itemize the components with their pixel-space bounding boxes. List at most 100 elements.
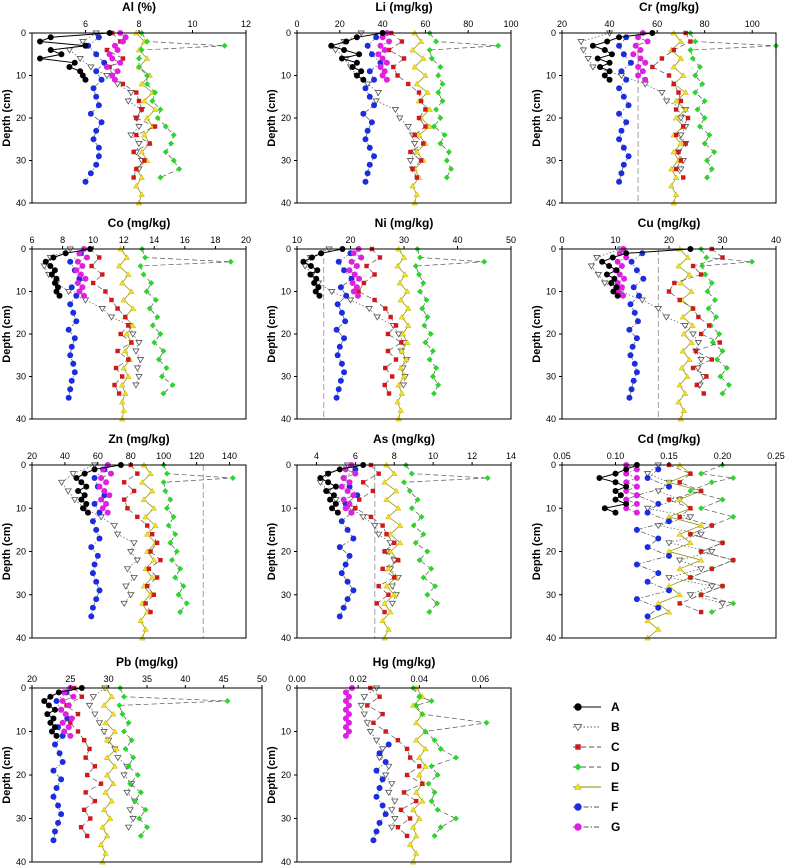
series-d <box>401 462 491 616</box>
data-point <box>399 382 408 389</box>
data-point <box>115 348 120 354</box>
data-point <box>687 539 694 546</box>
data-point <box>690 263 696 269</box>
series-c <box>666 246 725 396</box>
data-point <box>723 365 730 371</box>
data-point <box>93 526 100 533</box>
data-point <box>393 357 399 362</box>
data-point <box>137 832 144 839</box>
data-point <box>138 148 145 155</box>
data-point <box>623 466 630 473</box>
data-point <box>154 540 160 546</box>
data-point <box>386 592 391 597</box>
data-point <box>334 301 341 308</box>
data-point <box>599 258 606 265</box>
data-point <box>699 81 706 87</box>
data-point <box>91 561 98 568</box>
data-point <box>350 587 357 594</box>
data-point <box>96 587 103 594</box>
y-tick-label: 30 <box>281 590 291 600</box>
data-point <box>424 89 431 95</box>
series-g <box>338 462 359 516</box>
data-point <box>483 719 490 726</box>
data-point <box>376 471 381 476</box>
data-point <box>384 531 389 537</box>
data-point <box>91 466 98 473</box>
panel-title: Co (mg/kg) <box>108 216 171 230</box>
series-a <box>73 462 124 516</box>
data-point <box>224 698 231 705</box>
data-point <box>443 174 450 181</box>
x-tick-label: 0.10 <box>607 451 625 461</box>
x-tick-label: 10 <box>187 19 197 29</box>
data-point <box>398 390 406 396</box>
data-point <box>65 47 74 54</box>
data-point <box>377 42 384 49</box>
data-point <box>637 47 644 53</box>
data-point <box>601 280 609 287</box>
data-point <box>157 174 164 181</box>
data-point <box>423 124 428 129</box>
y-tick-label: 0 <box>21 460 26 470</box>
data-point <box>360 694 368 701</box>
data-point <box>621 275 628 282</box>
data-point <box>697 566 705 573</box>
data-point <box>614 292 621 299</box>
data-point <box>409 806 417 813</box>
data-point <box>698 470 705 477</box>
data-point <box>616 85 623 92</box>
y-tick-label: 10 <box>16 71 26 81</box>
data-point <box>377 694 382 699</box>
data-point <box>371 153 378 160</box>
data-point <box>82 76 89 83</box>
data-point <box>58 706 65 713</box>
data-point <box>167 496 174 503</box>
data-point <box>417 764 422 769</box>
data-point <box>437 64 444 70</box>
data-point <box>350 288 357 295</box>
data-point <box>79 263 86 269</box>
data-point <box>432 583 439 590</box>
data-point <box>362 136 369 143</box>
x-tick-label: 40 <box>452 235 462 245</box>
data-point <box>115 262 123 269</box>
data-point <box>100 702 108 708</box>
data-point <box>183 600 190 607</box>
data-point <box>103 754 111 760</box>
data-point <box>125 719 132 726</box>
data-point <box>413 736 420 743</box>
data-point <box>359 514 367 521</box>
data-point <box>98 474 105 481</box>
data-point <box>109 55 116 62</box>
y-axis-label: Depth (cm) <box>531 89 543 147</box>
y-tick-label: 20 <box>281 770 291 780</box>
data-point <box>136 55 142 62</box>
legend-entry-g: G <box>573 820 620 834</box>
data-point <box>408 505 415 512</box>
data-point <box>690 306 696 311</box>
data-point <box>373 793 380 800</box>
data-point <box>424 591 431 598</box>
data-point <box>108 797 115 804</box>
data-point <box>325 470 332 477</box>
data-point <box>654 488 662 495</box>
data-point <box>93 161 100 168</box>
data-point <box>616 178 623 185</box>
panel-al: Al (%) 6 8 10 12 0 10 20 30 40 Depth (cm) <box>1 0 251 208</box>
panel-title: Ni (mg/kg) <box>375 216 434 230</box>
data-point <box>411 141 419 148</box>
data-point <box>618 170 625 177</box>
data-point <box>81 470 88 477</box>
data-point <box>702 271 709 278</box>
data-point <box>338 518 345 525</box>
series-e <box>137 461 159 641</box>
data-point <box>315 284 322 291</box>
data-point <box>330 492 337 499</box>
data-point <box>50 837 57 844</box>
data-point <box>603 271 610 278</box>
data-point <box>127 132 135 139</box>
data-point <box>93 127 100 134</box>
series-line <box>354 464 399 613</box>
data-point <box>148 609 153 615</box>
x-tick-label: 40 <box>605 19 615 29</box>
